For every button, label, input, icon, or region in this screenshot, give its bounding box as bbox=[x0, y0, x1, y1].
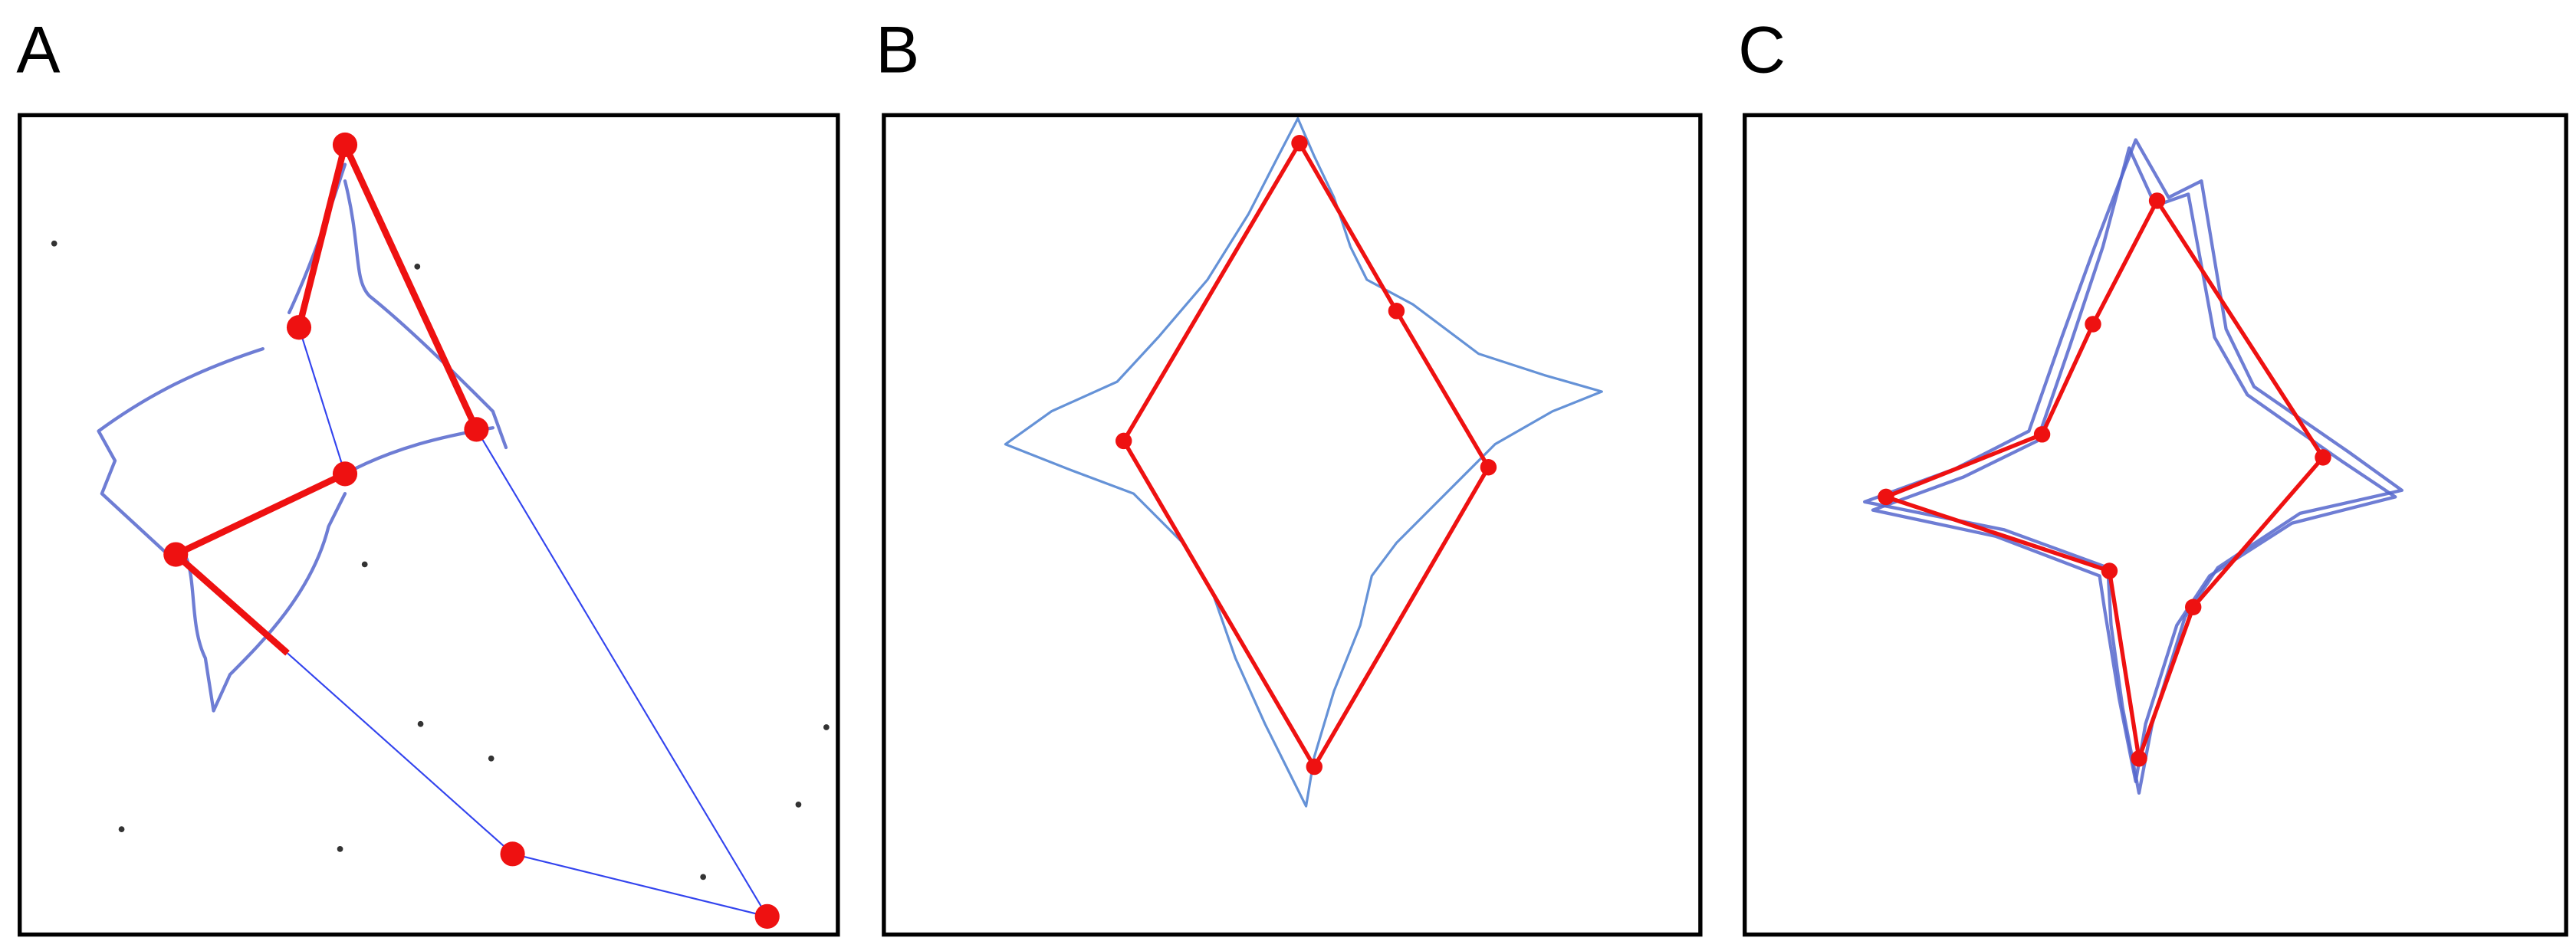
point bbox=[2085, 316, 2101, 333]
speck bbox=[700, 874, 707, 880]
speck bbox=[361, 561, 368, 568]
panel-label: B bbox=[876, 13, 919, 87]
speck bbox=[337, 846, 343, 852]
speck bbox=[417, 720, 424, 727]
panel-c: C bbox=[1738, 13, 2568, 937]
points bbox=[1116, 135, 1497, 776]
specks bbox=[51, 240, 830, 880]
point bbox=[464, 417, 489, 442]
panel-b: B bbox=[876, 13, 1703, 937]
point bbox=[500, 841, 525, 867]
point bbox=[2101, 562, 2118, 579]
speck bbox=[414, 263, 421, 270]
speck bbox=[823, 724, 830, 730]
points bbox=[1878, 192, 2331, 767]
point bbox=[2185, 598, 2202, 615]
drawing-stroke bbox=[1004, 116, 1603, 808]
point bbox=[2148, 192, 2166, 209]
points bbox=[163, 132, 780, 930]
panel-a: A bbox=[16, 13, 840, 937]
point bbox=[1878, 488, 1894, 506]
point bbox=[332, 461, 358, 487]
speck bbox=[118, 826, 125, 832]
speck bbox=[488, 755, 495, 762]
point bbox=[2131, 750, 2147, 767]
panel-label: A bbox=[16, 13, 61, 87]
speck bbox=[51, 240, 58, 247]
panel-frame bbox=[1743, 113, 2568, 937]
point bbox=[2315, 449, 2331, 466]
point bbox=[1480, 459, 1497, 476]
point bbox=[2033, 426, 2051, 443]
outline bbox=[1122, 141, 1491, 769]
speck bbox=[795, 802, 802, 808]
panel-label: C bbox=[1738, 13, 1786, 87]
point bbox=[1291, 135, 1308, 152]
segment bbox=[287, 428, 769, 918]
segment bbox=[297, 326, 347, 474]
panel-frame bbox=[18, 113, 840, 937]
point bbox=[163, 542, 189, 567]
point bbox=[754, 903, 780, 930]
panel-frame bbox=[882, 113, 1703, 937]
point bbox=[286, 315, 312, 340]
point bbox=[1306, 758, 1322, 776]
point bbox=[1388, 303, 1405, 320]
point bbox=[332, 132, 358, 158]
point bbox=[1116, 432, 1132, 450]
